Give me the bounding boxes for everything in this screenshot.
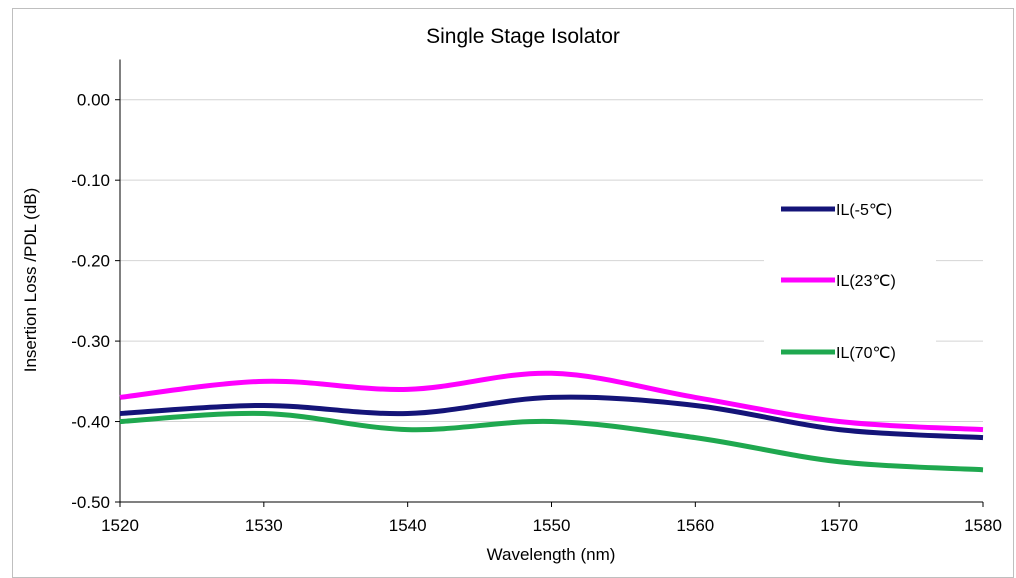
legend-label-il-23c: IL(23℃) (836, 273, 896, 290)
series-line-il-minus5c (119, 394, 984, 441)
x-tick-label: 1570 (820, 516, 858, 535)
y-tick-label: -0.10 (71, 171, 110, 190)
y-tick-label: -0.20 (71, 252, 110, 271)
series-line-il-23c (119, 370, 984, 433)
x-tick-labels: 1520 1530 1540 1550 1560 1570 1580 (101, 516, 1002, 535)
y-tick-labels: 0.00 -0.10 -0.20 -0.30 -0.40 -0.50 (71, 91, 110, 512)
chart-title: Single Stage Isolator (426, 25, 620, 48)
x-tick-label: 1520 (101, 516, 139, 535)
series-line-il-70c (119, 410, 984, 473)
y-tick-label: -0.40 (71, 413, 110, 432)
legend-label-il-minus5c: IL(-5℃) (836, 202, 892, 219)
x-axis-title: Wavelength (nm) (487, 545, 616, 564)
x-tick-label: 1560 (676, 516, 714, 535)
x-tick-label: 1530 (245, 516, 283, 535)
legend: IL(-5℃) IL(23℃) IL(70℃) (764, 183, 936, 383)
x-tick-label: 1540 (389, 516, 427, 535)
axes (115, 59, 984, 507)
series-lines (119, 370, 984, 473)
x-tick-label: 1550 (533, 516, 571, 535)
x-tick-label: 1580 (964, 516, 1002, 535)
y-tick-label: 0.00 (77, 91, 110, 110)
y-tick-label: -0.50 (71, 493, 110, 512)
y-axis-title: Insertion Loss /PDL (dB) (21, 188, 40, 373)
legend-label-il-70c: IL(70℃) (836, 345, 896, 362)
y-tick-label: -0.30 (71, 332, 110, 351)
